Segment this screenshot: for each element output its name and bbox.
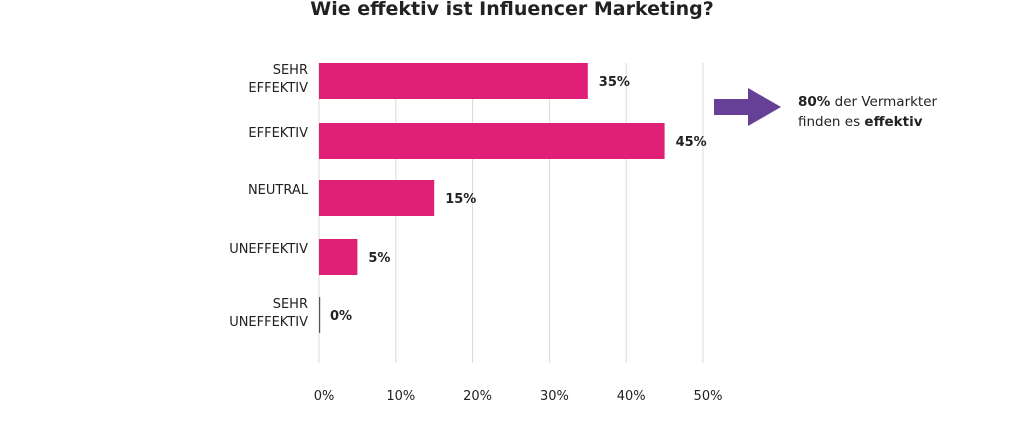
data-label: 0% (330, 309, 352, 324)
category-label-line: NEUTRAL (248, 183, 309, 198)
bar (319, 123, 665, 159)
annotation-line2: finden es (798, 114, 865, 130)
annotation-bold-word: effektiv (864, 114, 923, 130)
data-label: 15% (445, 192, 476, 207)
x-tick-label: 0% (314, 389, 335, 404)
bar (319, 180, 435, 216)
bar (319, 239, 358, 275)
category-label: SEHR UNEFFEKTIV (229, 297, 308, 330)
data-label: 35% (599, 75, 630, 90)
category-label-line: SEHR (273, 63, 308, 78)
category-label: NEUTRAL (248, 183, 309, 198)
x-tick-label: 20% (463, 389, 492, 404)
category-label-line: UNEFFEKTIV (229, 315, 308, 330)
category-label: EFFEKTIV (248, 126, 308, 141)
x-tick-label: 50% (694, 389, 723, 404)
bar (319, 63, 588, 99)
annotation-text: 80% der Vermarkter finden es effektiv (798, 92, 937, 132)
data-label: 45% (676, 135, 707, 150)
category-label-line: EFFEKTIV (248, 126, 308, 141)
category-label: SEHR EFFEKTIV (248, 63, 308, 96)
annotation-line1: der Vermarkter (830, 94, 938, 110)
category-label-line: SEHR (273, 297, 308, 312)
chart-title: Wie effektiv ist Influencer Marketing? (310, 0, 714, 20)
category-label-line: EFFEKTIV (248, 81, 308, 96)
x-tick-label: 10% (386, 389, 415, 404)
category-label: UNEFFEKTIV (229, 242, 308, 257)
x-tick-label: 40% (617, 389, 646, 404)
data-label: 5% (368, 251, 390, 266)
category-label-line: UNEFFEKTIV (229, 242, 308, 257)
annotation-bold-percent: 80% (798, 94, 831, 110)
bar (319, 297, 321, 333)
x-tick-label: 30% (540, 389, 569, 404)
